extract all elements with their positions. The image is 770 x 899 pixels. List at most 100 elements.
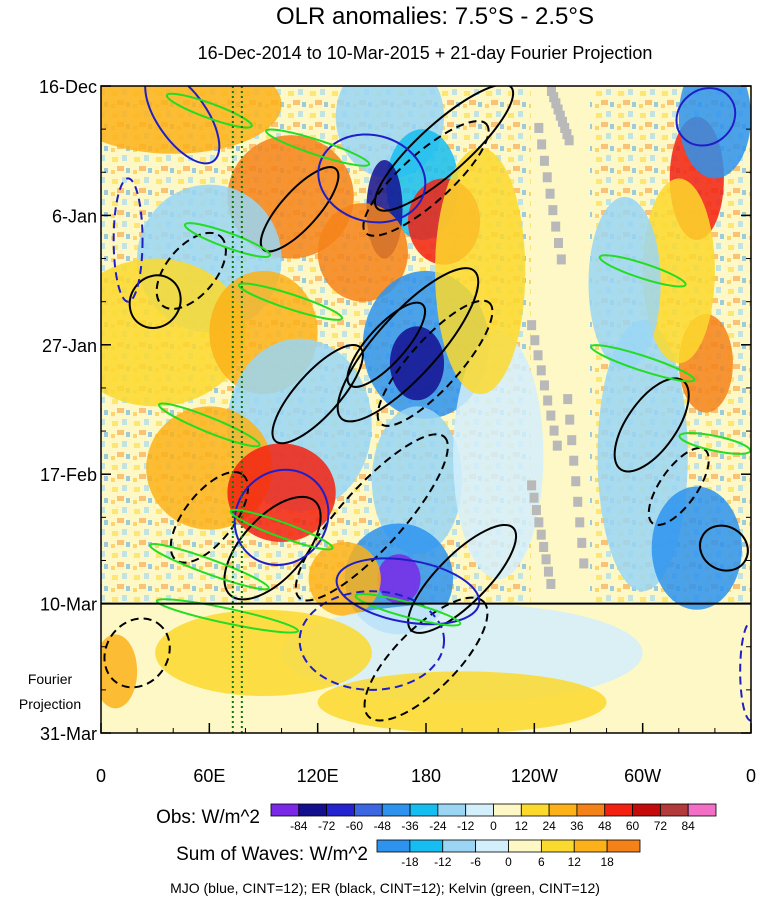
missing-data-cell — [546, 86, 556, 96]
missing-data-cell — [531, 505, 541, 516]
missing-data-cell — [533, 350, 543, 361]
missing-data-cell — [551, 221, 561, 232]
anomaly-patch — [651, 486, 742, 610]
waves-colorbar-label: Sum of Waves: W/m^2 — [176, 844, 368, 865]
mjo-contour — [675, 87, 737, 147]
x-tick-label: 60E — [193, 766, 225, 786]
colorbar-swatch — [659, 803, 689, 817]
colorbar-tick-label: 84 — [682, 819, 696, 833]
missing-data-cell — [562, 129, 572, 140]
missing-data-cell — [542, 172, 552, 183]
x-tick-label: 60W — [624, 766, 661, 786]
er-contour — [336, 267, 480, 423]
anomaly-patch — [377, 554, 421, 604]
missing-data-cell — [556, 254, 566, 265]
missing-data-cell — [537, 139, 547, 150]
colorbar-swatch — [508, 839, 542, 853]
colorbar-tick-label: 18 — [600, 855, 614, 869]
colorbar-tick-label: -72 — [318, 819, 336, 833]
colorbar-tick-label: 12 — [568, 855, 582, 869]
colorbar-tick-label: 48 — [598, 819, 612, 833]
colorbar-tick-label: -60 — [346, 819, 364, 833]
missing-data-cell — [567, 435, 577, 446]
missing-data-cell — [539, 155, 549, 166]
anomaly-patch — [588, 196, 661, 370]
footnote: MJO (blue, CINT=12); ER (black, CINT=12)… — [170, 880, 600, 896]
mjo-contour — [144, 86, 221, 165]
colorbar-swatch — [520, 803, 550, 817]
colorbar-swatch — [576, 803, 606, 817]
er-contour — [363, 596, 489, 722]
colorbar-swatch — [326, 803, 355, 817]
anomaly-patch — [389, 326, 445, 401]
colorbar-tick-label: 6 — [538, 855, 545, 869]
missing-data-cell — [546, 410, 556, 421]
x-tick-label: 0 — [746, 766, 756, 786]
anomaly-patch — [101, 258, 246, 407]
anomaly-patches — [101, 86, 751, 733]
er-contour — [698, 524, 749, 572]
er-contour — [376, 299, 494, 427]
missing-data-cell — [539, 380, 549, 391]
missing-data-cell — [564, 135, 574, 146]
er-contour — [155, 231, 227, 310]
missing-data-cell — [534, 517, 544, 528]
colorbar-tick-label: 36 — [570, 819, 584, 833]
y-tick-label: 16-Dec — [39, 77, 97, 97]
missing-data-cell — [560, 122, 570, 133]
y-tick-label: 6-Jan — [52, 206, 97, 226]
anomaly-patch — [227, 443, 336, 542]
x-axis: 0 60E 120E 180 120W 60W 0 — [96, 723, 756, 786]
kelvin-contour — [598, 254, 687, 288]
anomaly-patch — [453, 332, 544, 579]
colorbar-tick-label: -48 — [374, 819, 392, 833]
colorbar-swatch — [465, 803, 494, 817]
missing-data-cell — [527, 480, 537, 491]
er-contour — [294, 433, 449, 602]
colorbar-tick-label: -36 — [401, 819, 419, 833]
anomaly-patch — [371, 406, 463, 555]
colorbar-tick-label: -12 — [457, 819, 475, 833]
colorbar-tick-label: 0 — [505, 855, 512, 869]
colorbar-tick-label: 12 — [515, 819, 529, 833]
colorbar-swatch — [475, 839, 509, 853]
missing-data-cell — [536, 529, 546, 540]
colorbar-swatch — [548, 803, 578, 817]
y-tick-label: 10-Mar — [40, 595, 97, 615]
kelvin-contour — [238, 282, 344, 321]
missing-data-cell — [555, 110, 565, 121]
er-contour — [223, 495, 322, 601]
missing-data-cell — [539, 541, 549, 552]
kelvin-contour — [590, 344, 696, 383]
projection-label-line1: Fourier — [28, 671, 73, 687]
kelvin-contour — [148, 542, 270, 591]
colorbar-swatch — [604, 803, 633, 817]
colorbar-swatch — [354, 803, 383, 817]
missing-data-cell — [549, 425, 559, 436]
missing-data-cell — [530, 335, 540, 346]
x-tick-label: 120E — [297, 766, 339, 786]
kelvin-contour — [158, 402, 261, 448]
obs-colorbar: -84 -72 -60 -48 -36 -24 -12 0 12 24 36 48 60 72 84 — [270, 803, 717, 833]
colorbar-tick-label: -18 — [401, 855, 419, 869]
anomaly-patch — [101, 634, 138, 709]
missing-data-cell — [534, 122, 544, 133]
er-contour — [373, 86, 515, 212]
er-contour — [271, 343, 364, 445]
colorbar-swatch — [493, 803, 522, 817]
plot-area — [101, 86, 751, 733]
missing-data-cell — [549, 92, 559, 103]
anomaly-patch — [642, 178, 715, 364]
colorbar-tick-label: -24 — [429, 819, 447, 833]
colorbar-swatch — [376, 839, 411, 853]
waves-colorbar: -18 -12 -6 0 6 12 18 — [376, 839, 641, 869]
colorbar-tick-label: 24 — [542, 819, 556, 833]
colorbar-swatch — [442, 839, 477, 853]
colorbar-tick-label: 72 — [654, 819, 668, 833]
er-contour — [346, 301, 427, 388]
missing-data-cell — [529, 492, 539, 503]
kelvin-contour — [155, 598, 300, 634]
kelvin-contour — [265, 128, 371, 167]
colorbar-tick-label: 0 — [490, 819, 497, 833]
